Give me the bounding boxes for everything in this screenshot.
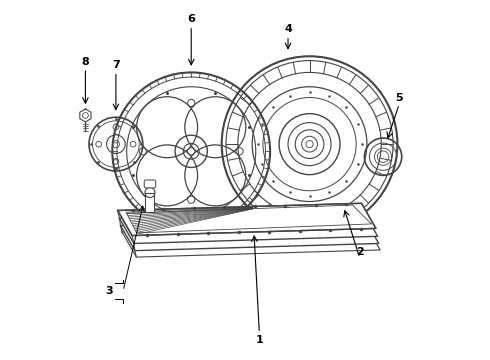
Text: 7: 7 xyxy=(112,60,120,70)
Text: 2: 2 xyxy=(356,247,364,257)
Text: 8: 8 xyxy=(81,57,89,67)
Polygon shape xyxy=(120,211,378,243)
FancyBboxPatch shape xyxy=(144,180,156,188)
Text: 5: 5 xyxy=(395,93,403,103)
Text: 4: 4 xyxy=(284,24,292,35)
Polygon shape xyxy=(121,219,379,251)
Polygon shape xyxy=(118,203,376,235)
Text: 3: 3 xyxy=(105,286,113,296)
Text: 6: 6 xyxy=(187,14,195,24)
Polygon shape xyxy=(122,225,380,257)
Polygon shape xyxy=(80,109,91,122)
Polygon shape xyxy=(146,193,154,212)
Text: 1: 1 xyxy=(255,334,263,345)
